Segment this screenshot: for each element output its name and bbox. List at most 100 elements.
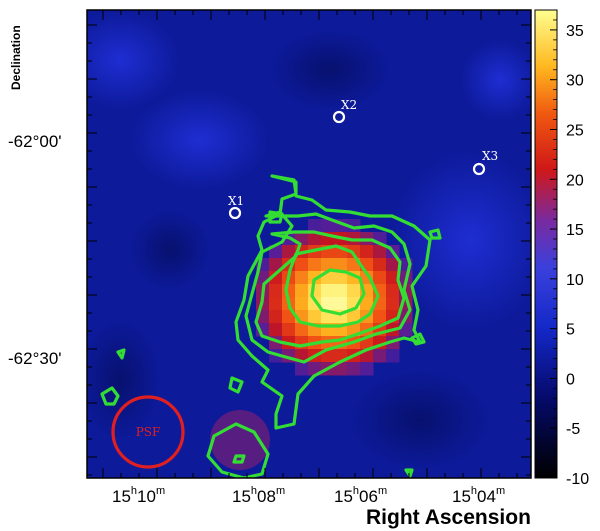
emission-pixel [308,219,322,233]
contour-blob-west [116,348,126,360]
source-x3-marker [472,162,486,176]
emission-pixel [386,349,400,363]
emission-pixel [373,310,387,324]
dec-tick-label: -62°30' [8,349,62,368]
emission-pixel [347,284,361,298]
dec-tick-label: -62°00' [8,132,62,151]
contour-level-3 [254,230,406,348]
emission-pixel [334,284,348,298]
source-x2-label: X2 [341,98,357,112]
source-markers: X1 X2 X3 [228,98,498,220]
colorbar-tick-label: -5 [566,421,580,438]
psf-marker: PSF [111,395,185,469]
emission-pixel [386,297,400,311]
colorbar-tick-label: -10 [566,471,589,488]
contour-blob-south-inner [232,454,246,464]
emission-pixel [295,258,309,272]
psf-label: PSF [136,425,161,439]
contour-blob-bottom [404,468,414,478]
source-x1: X1 [228,194,244,220]
emission-pixel [295,336,309,350]
contour-blob-east [428,228,442,240]
emission-pixel [373,349,387,363]
emission-pixel [308,310,322,324]
emission-pixel [295,297,309,311]
source-x2: X2 [332,98,357,124]
emission-pixel [386,271,400,285]
map-frame [86,9,532,479]
intensity-map [87,10,531,478]
contour-level-2 [244,210,412,364]
ra-tick-label: 15h06m [334,485,387,506]
emission-pixel [295,362,309,376]
colorbar-tick-label: 20 [566,172,584,189]
ra-axis-title: Right Ascension [366,506,531,529]
source-x1-label: X1 [228,194,244,208]
emission-pixel [360,362,374,376]
ra-tick-label: 15h04m [452,485,505,506]
contour-blob-psf [228,376,244,394]
emission-pixel [282,245,296,259]
emission-pixel [295,323,309,337]
emission-pixel [295,271,309,285]
contour-blob-sw [100,386,120,406]
colorbar-tick-label: 30 [566,73,584,90]
emission-pixel [282,323,296,337]
psf-circle [111,395,185,469]
emission-pixel [334,362,348,376]
contour-lines [100,174,442,478]
source-x2-marker [332,110,346,124]
colorbar-scale [534,9,558,479]
emission-pixel [269,271,283,285]
contour-blob-se [410,332,426,346]
contour-level-5 [310,268,366,316]
ra-tick-label: 15h10m [112,485,165,506]
emission-pixel [269,284,283,298]
emission-pixel [347,310,361,324]
source-x3-label: X3 [482,149,498,163]
colorbar-tick-label: 10 [566,272,584,289]
emission-pixel [386,284,400,298]
emission-region [256,219,413,376]
colorbar: 35 30 25 20 15 10 5 0 -5 -10 [534,9,589,488]
contour-level-4 [284,244,380,328]
emission-pixel [295,284,309,298]
colorbar-tick-label: 0 [566,371,575,388]
dec-axis-title: Declination [9,25,23,90]
emission-pixel [269,258,283,272]
ra-axis: 15h10m 15h08m 15h06m 15h04m Right Ascens… [112,485,531,529]
emission-pixel [321,297,335,311]
emission-pixel [373,258,387,272]
colorbar-tick-label: 15 [566,222,584,239]
contour-blob-south [206,422,270,478]
emission-pixel [269,297,283,311]
emission-pixel [386,258,400,272]
contour-level-1 [234,174,432,430]
emission-pixel [360,245,374,259]
colorbar-tick-label: 5 [566,322,575,339]
emission-pixel [373,271,387,285]
colorbar-tick-label: 25 [566,122,584,139]
emission-pixel [347,362,361,376]
axis-minor-ticks [87,10,531,478]
emission-pixel [308,232,322,246]
emission-pixel [321,258,335,272]
source-x3: X3 [472,149,498,176]
emission-pixel [334,297,348,311]
source-x1-marker [228,206,242,220]
ra-tick-label: 15h08m [232,485,285,506]
dec-axis: -62°00' -62°30' Declination [8,25,62,368]
emission-pixel [360,297,374,311]
emission-pixel [373,245,387,259]
emission-pixel [269,323,283,337]
emission-pixel [269,310,283,324]
colorbar-tick-label: 35 [566,23,584,40]
emission-pixel [334,258,348,272]
contour-blob-x1 [268,210,284,224]
colorbar-ticks: 35 30 25 20 15 10 5 0 -5 -10 [550,9,589,488]
emission-pixel [321,219,335,233]
emission-pixel [334,271,348,285]
emission-pixel [308,258,322,272]
emission-pixel [321,284,335,298]
